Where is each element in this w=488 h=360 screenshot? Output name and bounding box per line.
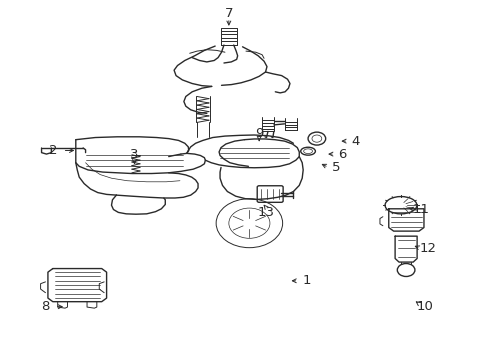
Text: 13: 13 — [258, 206, 274, 219]
Text: 5: 5 — [331, 161, 340, 174]
Text: 4: 4 — [351, 135, 360, 148]
Text: 10: 10 — [416, 300, 433, 313]
Text: 9: 9 — [254, 127, 263, 140]
Text: 12: 12 — [419, 242, 435, 255]
Text: 6: 6 — [337, 148, 346, 161]
Text: 11: 11 — [412, 203, 429, 216]
Text: 1: 1 — [302, 274, 311, 287]
Text: 7: 7 — [224, 7, 233, 20]
Text: 8: 8 — [41, 300, 49, 313]
Text: 3: 3 — [130, 148, 139, 161]
Text: 2: 2 — [48, 144, 57, 157]
